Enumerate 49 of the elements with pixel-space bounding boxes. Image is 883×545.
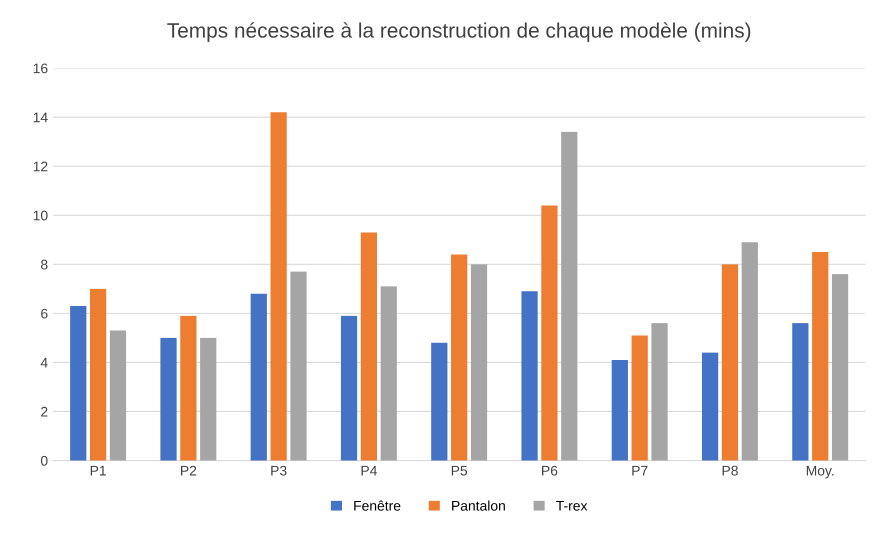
bar <box>722 264 738 461</box>
bar <box>360 232 378 461</box>
bar <box>812 252 828 461</box>
x-tick-label: Moy. <box>806 466 834 478</box>
y-tick-label: 12 <box>34 162 48 172</box>
bar <box>380 286 397 461</box>
x-tick-label: P3 <box>271 466 287 476</box>
bar <box>160 338 177 461</box>
bar <box>340 316 358 461</box>
bar <box>521 291 538 461</box>
bar <box>431 342 448 461</box>
y-tick-label: 0 <box>40 456 48 466</box>
x-tick-label: P4 <box>362 466 377 476</box>
x-tick-label: P6 <box>542 466 558 476</box>
y-tick-label: 10 <box>34 210 48 220</box>
y-tick-label: 14 <box>34 112 48 122</box>
bar <box>70 306 86 461</box>
bar <box>290 272 307 461</box>
bar <box>792 323 808 461</box>
bar <box>470 264 488 461</box>
y-tick-label: 4 <box>40 358 48 368</box>
legend-label: Pantalon <box>452 500 505 511</box>
bar <box>110 330 126 461</box>
y-tick-label: 16 <box>34 63 48 74</box>
bar <box>200 338 216 461</box>
x-tick-label: P2 <box>181 466 196 476</box>
bar <box>651 323 668 461</box>
bar <box>742 242 758 461</box>
bar <box>561 132 578 461</box>
chart-title: Temps nécessaire à la reconstruction de chaque modèle (mins) <box>167 22 750 42</box>
bar <box>832 274 848 461</box>
legend-label: Fenêtre <box>354 500 400 511</box>
bar <box>180 316 196 461</box>
legend-label: T-rex <box>556 501 588 511</box>
x-tick-label: P8 <box>722 466 738 476</box>
bar <box>702 352 718 461</box>
y-tick-label: 2 <box>41 406 48 417</box>
bar <box>90 288 106 461</box>
bar <box>632 335 648 461</box>
bar <box>612 360 628 461</box>
bar <box>270 112 287 461</box>
bar <box>250 294 267 461</box>
x-tick-label: P5 <box>452 466 468 476</box>
y-tick-label: 8 <box>41 260 48 270</box>
bar <box>451 254 468 461</box>
x-tick-label: P1 <box>90 466 106 476</box>
bar <box>541 205 558 461</box>
x-tick-label: P7 <box>632 466 648 476</box>
y-tick-label: 6 <box>41 308 48 319</box>
